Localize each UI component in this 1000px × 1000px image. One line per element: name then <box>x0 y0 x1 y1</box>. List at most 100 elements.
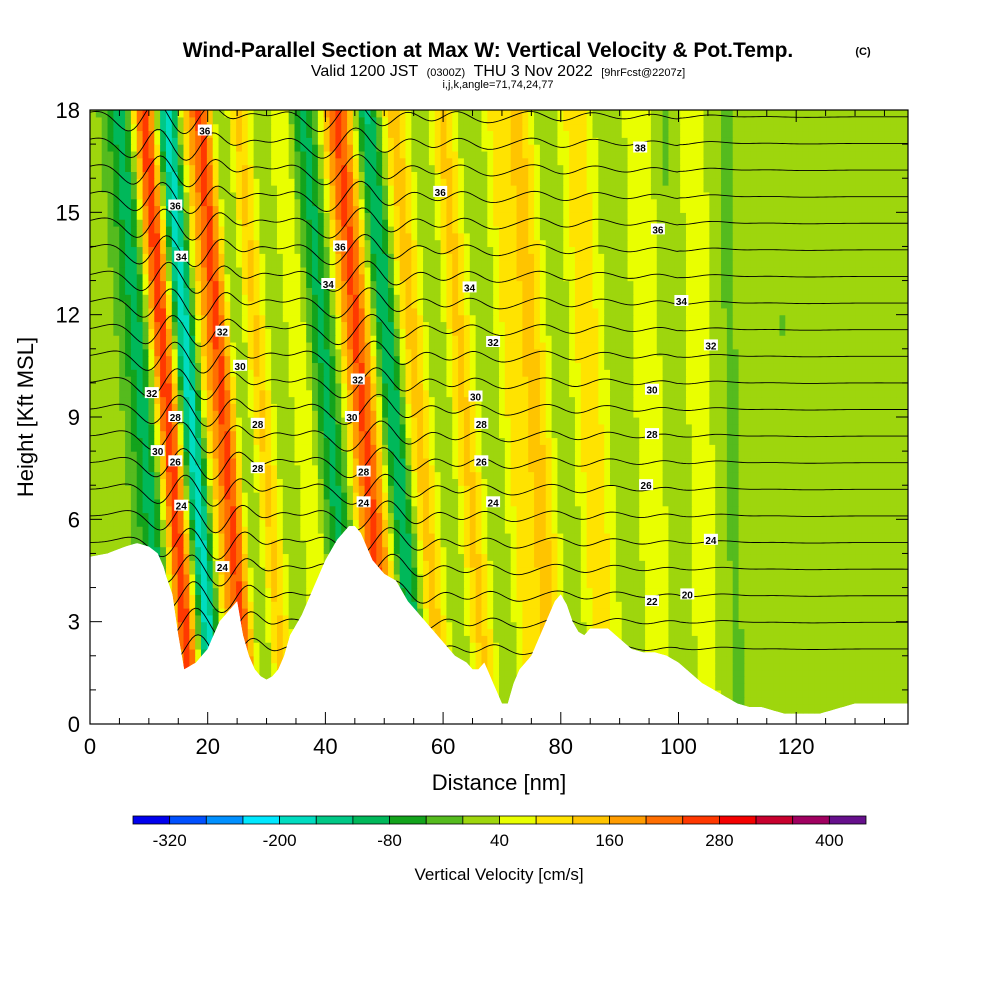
w-cell <box>902 669 908 677</box>
w-cell <box>481 505 488 514</box>
w-cell <box>761 696 769 705</box>
w-cell <box>230 526 237 534</box>
w-cell <box>685 580 693 589</box>
w-cell <box>808 498 816 507</box>
w-cell <box>902 567 908 575</box>
w-cell <box>621 628 629 636</box>
w-cell <box>236 485 243 493</box>
w-cell <box>165 526 173 534</box>
w-cell <box>721 683 728 691</box>
w-cell <box>867 532 874 541</box>
w-cell <box>832 505 839 514</box>
w-cell <box>832 608 839 616</box>
w-cell <box>458 628 465 636</box>
w-cell <box>715 621 722 630</box>
w-cell <box>791 648 798 657</box>
w-cell <box>452 628 459 636</box>
w-cell <box>101 492 109 500</box>
w-cell <box>300 573 307 582</box>
w-cell <box>125 478 132 486</box>
w-cell <box>423 546 430 555</box>
w-cell <box>201 505 208 514</box>
w-cell <box>440 587 448 595</box>
w-cell <box>288 608 296 616</box>
w-cell <box>849 648 857 657</box>
w-cell <box>773 567 781 575</box>
w-cell <box>434 567 442 575</box>
w-cell <box>306 573 313 582</box>
w-cell <box>872 601 880 609</box>
w-cell <box>183 492 190 500</box>
w-cell <box>399 567 407 575</box>
w-cell <box>136 498 144 507</box>
w-cell <box>417 587 424 595</box>
w-cell <box>627 587 634 595</box>
w-cell <box>90 478 97 486</box>
w-cell <box>539 580 547 589</box>
w-cell <box>902 676 908 684</box>
w-cell <box>195 532 202 541</box>
w-cell <box>212 519 220 527</box>
w-cell <box>779 560 786 568</box>
w-cell <box>253 642 261 650</box>
w-cell <box>884 696 892 705</box>
w-cell <box>241 478 249 486</box>
w-cell <box>703 635 710 643</box>
w-cell <box>598 526 605 534</box>
w-cell <box>499 628 506 636</box>
w-cell <box>773 676 781 684</box>
w-cell <box>902 526 908 534</box>
w-cell <box>855 621 862 630</box>
w-cell <box>387 546 395 555</box>
w-cell <box>884 526 892 534</box>
w-cell <box>569 539 576 548</box>
w-cell <box>861 587 868 595</box>
w-cell <box>504 512 512 520</box>
w-cell <box>253 614 261 623</box>
w-cell <box>633 587 640 595</box>
w-cell <box>183 608 190 616</box>
w-cell <box>732 560 740 568</box>
w-cell <box>884 505 892 514</box>
w-cell <box>592 498 599 507</box>
w-cell <box>446 553 453 561</box>
w-cell <box>761 628 769 636</box>
w-cell <box>802 655 810 664</box>
w-cell <box>475 478 483 486</box>
w-cell <box>896 676 903 684</box>
w-cell <box>878 594 886 602</box>
w-cell <box>417 532 424 541</box>
w-cell <box>890 532 897 541</box>
w-cell <box>534 485 541 493</box>
w-cell <box>826 614 833 623</box>
w-cell <box>744 573 751 582</box>
w-cell <box>872 614 880 623</box>
w-cell <box>703 642 710 650</box>
w-cell <box>715 683 722 691</box>
w-cell <box>481 655 488 664</box>
w-cell <box>165 485 173 493</box>
w-cell <box>452 560 459 568</box>
w-cell <box>697 546 705 555</box>
w-cell <box>610 485 617 493</box>
w-cell <box>610 608 617 616</box>
w-cell <box>206 594 214 602</box>
w-cell <box>703 560 710 568</box>
w-cell <box>189 614 196 623</box>
w-cell <box>639 560 646 568</box>
w-cell <box>685 655 693 664</box>
w-cell <box>896 648 903 657</box>
w-cell <box>796 614 804 623</box>
w-cell <box>230 492 237 500</box>
w-cell <box>826 669 833 677</box>
w-cell <box>668 580 675 589</box>
w-cell <box>785 594 792 602</box>
w-cell <box>802 539 810 548</box>
w-cell <box>341 519 348 527</box>
w-cell <box>458 573 465 582</box>
w-cell <box>715 594 722 602</box>
w-cell <box>633 608 640 616</box>
w-cell <box>849 560 857 568</box>
w-cell <box>142 519 150 527</box>
w-cell <box>125 498 132 507</box>
